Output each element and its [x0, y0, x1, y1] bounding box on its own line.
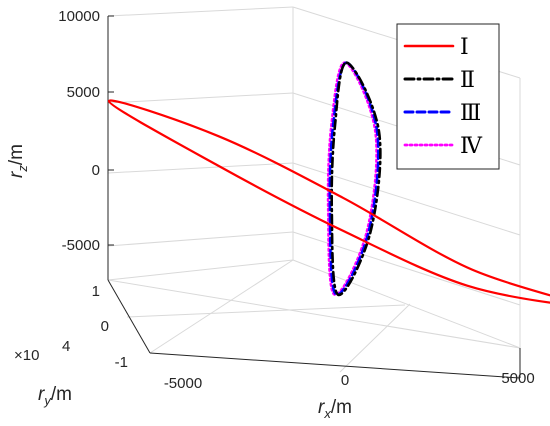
y-tick-label: -1	[115, 354, 128, 371]
axis-label-sub: z	[15, 165, 30, 173]
grid-line	[107, 92, 294, 104]
y-tick-label: 0	[101, 318, 109, 335]
z-tick-label: -5000	[62, 237, 100, 254]
grid-line	[292, 162, 521, 236]
series-line	[330, 61, 382, 297]
z-tick-label: 5000	[67, 84, 100, 101]
axis-label-unit: /m	[6, 144, 27, 165]
y-tick-label: 1	[92, 283, 100, 300]
grid-line	[339, 303, 411, 373]
z-tick-label: 10000	[58, 8, 100, 25]
x-tick-label: 5000	[501, 370, 534, 387]
x-tick-label: 0	[341, 372, 349, 389]
grid-line	[107, 162, 294, 174]
axis-label-var: r	[6, 171, 27, 178]
y-axis-multiplier: ×10	[14, 347, 39, 364]
series-line	[107, 99, 550, 304]
box-edge	[107, 259, 294, 281]
z-tick-label: 0	[92, 162, 100, 179]
box-edge	[292, 259, 521, 349]
x-tick-label: -5000	[164, 375, 202, 392]
z-axis-label: rz/m	[6, 144, 30, 178]
grid-line	[149, 259, 294, 354]
axis-label-sub: y	[43, 393, 52, 408]
axes-box-front	[107, 16, 521, 379]
legend-label: Ⅰ	[460, 35, 469, 60]
grid-line	[107, 231, 294, 247]
legend-label: Ⅳ	[460, 134, 483, 159]
x-axis-line	[149, 352, 521, 379]
legend-label: Ⅲ	[460, 101, 481, 126]
axis-labels: rz/mry/mrx/m×104	[6, 144, 352, 421]
legend-label: Ⅱ	[460, 68, 475, 93]
series-layer	[107, 61, 550, 304]
axis-label-unit: /m	[51, 384, 72, 405]
axis-label-var: r	[318, 397, 325, 418]
x-axis-label: rx/m	[318, 397, 352, 421]
legend: Ⅰ Ⅱ Ⅲ Ⅳ	[396, 23, 500, 170]
grid-line	[107, 279, 521, 349]
y-axis-label: ry/m	[38, 384, 72, 408]
axis-label-sub: x	[323, 406, 331, 421]
grid-line	[126, 304, 406, 318]
series-line	[326, 61, 378, 296]
y-axis-multiplier-exp: 4	[62, 338, 70, 355]
axis-ticks: 10000 5000 0 -5000 1 0 -1 -5000 0 5000	[58, 8, 534, 392]
box-edge	[107, 6, 294, 17]
axis-label-var: r	[38, 384, 45, 405]
axis-label-unit: /m	[331, 397, 352, 418]
series-line	[328, 61, 380, 296]
y-axis-line	[107, 279, 151, 354]
grid-line	[292, 231, 521, 306]
axes-box-back	[107, 6, 521, 373]
